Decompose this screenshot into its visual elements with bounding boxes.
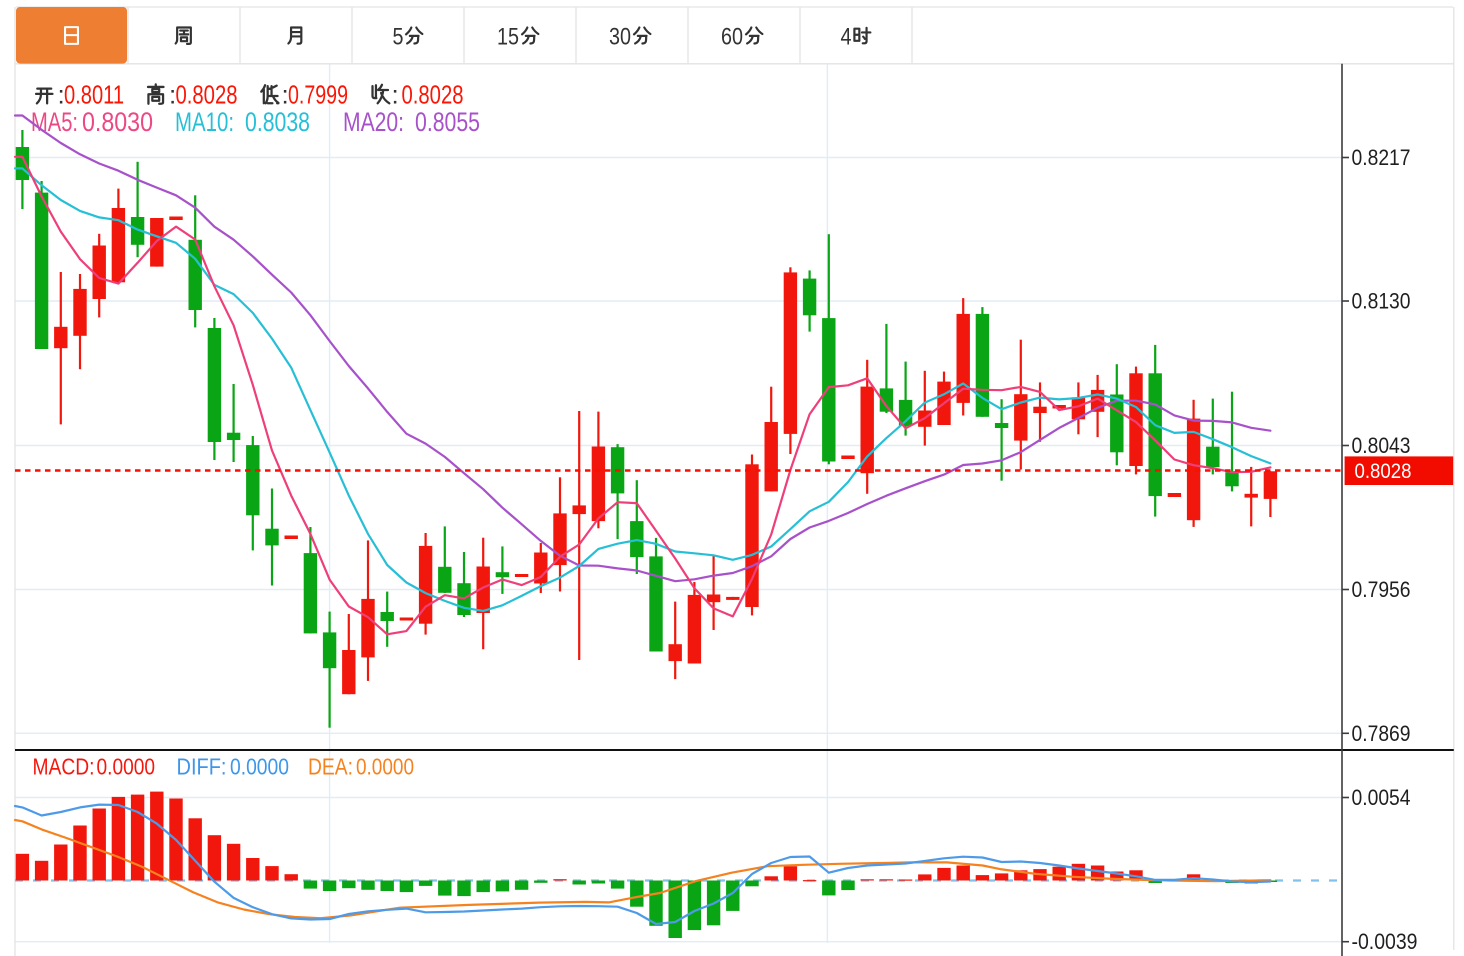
- svg-text:MA5:: MA5:: [31, 107, 78, 137]
- svg-text:0.7956: 0.7956: [1352, 577, 1411, 602]
- svg-text:MA20:: MA20:: [343, 107, 404, 137]
- svg-text:0.8030: 0.8030: [82, 107, 153, 137]
- svg-text::: :: [282, 79, 289, 109]
- svg-text:0.0054: 0.0054: [1352, 785, 1411, 810]
- svg-text:0.8130: 0.8130: [1352, 289, 1411, 314]
- svg-text:0.8217: 0.8217: [1352, 145, 1411, 170]
- svg-text:0.8043: 0.8043: [1352, 433, 1411, 458]
- svg-text:MACD:: MACD:: [33, 754, 95, 780]
- svg-text:DEA:: DEA:: [308, 754, 353, 780]
- svg-text:0.8028: 0.8028: [402, 79, 464, 109]
- svg-text:DIFF:: DIFF:: [177, 754, 227, 780]
- svg-text:-0.0039: -0.0039: [1352, 929, 1418, 954]
- svg-text:0.8055: 0.8055: [415, 107, 480, 137]
- svg-text:0.8038: 0.8038: [245, 107, 310, 137]
- svg-text:0.8028: 0.8028: [176, 79, 238, 109]
- svg-text:30: 30: [609, 24, 631, 51]
- svg-text:15: 15: [497, 24, 519, 51]
- svg-text:0.0000: 0.0000: [230, 754, 289, 780]
- svg-text::: :: [58, 79, 65, 109]
- svg-text:MA10:: MA10:: [175, 107, 234, 137]
- svg-text:0.8028: 0.8028: [1355, 460, 1412, 483]
- svg-text:60: 60: [721, 24, 743, 51]
- svg-text:0.8011: 0.8011: [64, 79, 124, 109]
- svg-text::: :: [392, 79, 399, 109]
- svg-text::: :: [169, 79, 176, 109]
- svg-text:4: 4: [841, 24, 852, 51]
- svg-text:0.7869: 0.7869: [1352, 721, 1411, 746]
- svg-text:0.0000: 0.0000: [97, 754, 156, 780]
- svg-text:5: 5: [393, 24, 404, 51]
- svg-text:0.7999: 0.7999: [288, 79, 348, 109]
- svg-text:0.0000: 0.0000: [356, 754, 414, 780]
